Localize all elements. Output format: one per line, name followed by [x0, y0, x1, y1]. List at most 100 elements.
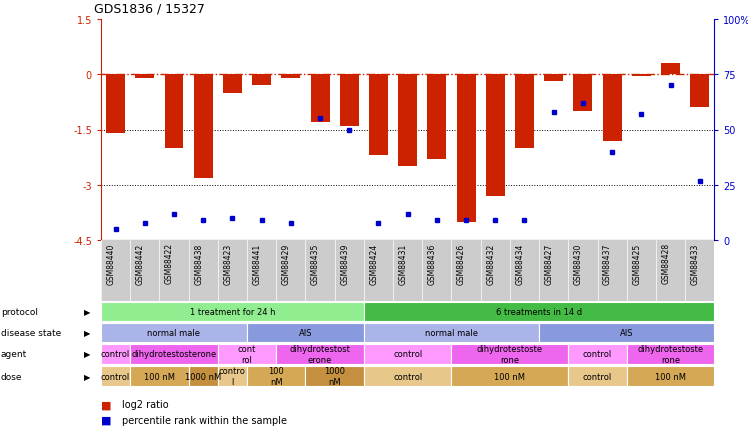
- Text: protocol: protocol: [1, 307, 37, 316]
- Text: ▶: ▶: [85, 372, 91, 381]
- Text: normal male: normal male: [425, 328, 478, 337]
- Text: AIS: AIS: [298, 328, 312, 337]
- Bar: [545, 75, 563, 82]
- Bar: [364, 302, 714, 321]
- Text: dihydrotestosterone: dihydrotestosterone: [132, 350, 217, 358]
- Bar: [101, 344, 130, 365]
- Text: GSM88436: GSM88436: [428, 243, 437, 284]
- Bar: [101, 323, 247, 342]
- Bar: [252, 75, 271, 86]
- Text: ▶: ▶: [85, 350, 91, 358]
- Text: GSM88434: GSM88434: [515, 243, 524, 284]
- Bar: [568, 344, 627, 365]
- Text: ▶: ▶: [85, 307, 91, 316]
- Text: 100 nM: 100 nM: [144, 372, 175, 381]
- Text: ■: ■: [101, 415, 111, 425]
- Text: cont
rol: cont rol: [238, 345, 257, 364]
- Bar: [485, 75, 505, 197]
- Bar: [369, 75, 388, 156]
- Bar: [568, 366, 627, 386]
- Bar: [218, 344, 276, 365]
- Text: GSM88433: GSM88433: [690, 243, 699, 284]
- Bar: [627, 344, 714, 365]
- Text: percentile rank within the sample: percentile rank within the sample: [122, 415, 287, 425]
- Text: GSM88423: GSM88423: [224, 243, 233, 284]
- Text: 100 nM: 100 nM: [655, 372, 686, 381]
- Bar: [281, 75, 300, 79]
- Text: 6 treatments in 14 d: 6 treatments in 14 d: [496, 307, 582, 316]
- Text: dihydrotestost
erone: dihydrotestost erone: [289, 345, 351, 364]
- Text: 100 nM: 100 nM: [494, 372, 525, 381]
- Text: control: control: [101, 372, 130, 381]
- Text: GSM88429: GSM88429: [282, 243, 291, 284]
- Text: dihydrotestoste
rone: dihydrotestoste rone: [637, 345, 704, 364]
- Text: control: control: [583, 372, 612, 381]
- Text: ▶: ▶: [85, 328, 91, 337]
- Bar: [456, 75, 476, 222]
- Text: GSM88438: GSM88438: [194, 243, 203, 284]
- Text: GSM88422: GSM88422: [165, 243, 174, 284]
- Bar: [603, 75, 622, 141]
- Bar: [223, 75, 242, 93]
- Bar: [661, 64, 680, 75]
- Bar: [135, 75, 154, 79]
- Text: 1 treatment for 24 h: 1 treatment for 24 h: [190, 307, 275, 316]
- Text: 1000 nM: 1000 nM: [185, 372, 221, 381]
- Bar: [310, 75, 330, 123]
- Text: GDS1836 / 15327: GDS1836 / 15327: [94, 2, 204, 15]
- Bar: [364, 366, 452, 386]
- Text: control: control: [101, 350, 130, 358]
- Bar: [364, 323, 539, 342]
- Bar: [188, 366, 218, 386]
- Text: agent: agent: [1, 350, 27, 358]
- Text: control: control: [393, 372, 423, 381]
- Bar: [632, 75, 651, 77]
- Text: 1000
nM: 1000 nM: [324, 367, 345, 386]
- Bar: [364, 344, 452, 365]
- Bar: [340, 75, 359, 126]
- Bar: [305, 366, 364, 386]
- Text: GSM88430: GSM88430: [574, 243, 583, 284]
- Text: dihydrotestoste
rone: dihydrotestoste rone: [476, 345, 543, 364]
- Text: GSM88439: GSM88439: [340, 243, 349, 284]
- Text: GSM88426: GSM88426: [457, 243, 466, 284]
- Text: GSM88431: GSM88431: [399, 243, 408, 284]
- Text: contro
l: contro l: [219, 367, 246, 386]
- Bar: [398, 75, 417, 167]
- Bar: [247, 323, 364, 342]
- Text: normal male: normal male: [147, 328, 200, 337]
- Bar: [276, 344, 364, 365]
- Bar: [194, 75, 212, 178]
- Text: GSM88424: GSM88424: [370, 243, 378, 284]
- Bar: [452, 366, 568, 386]
- Text: control: control: [393, 350, 423, 358]
- Bar: [247, 366, 305, 386]
- Text: 100
nM: 100 nM: [269, 367, 284, 386]
- Text: dose: dose: [1, 372, 22, 381]
- Text: log2 ratio: log2 ratio: [122, 400, 168, 409]
- Bar: [574, 75, 592, 112]
- Text: GSM88440: GSM88440: [106, 243, 116, 284]
- Bar: [690, 75, 709, 108]
- Bar: [218, 366, 247, 386]
- Text: control: control: [583, 350, 612, 358]
- Bar: [101, 302, 364, 321]
- Text: GSM88432: GSM88432: [486, 243, 495, 284]
- Bar: [106, 75, 125, 134]
- Bar: [130, 344, 218, 365]
- Bar: [515, 75, 534, 148]
- Bar: [101, 366, 130, 386]
- Text: GSM88425: GSM88425: [632, 243, 641, 284]
- Text: AIS: AIS: [620, 328, 634, 337]
- Bar: [452, 344, 568, 365]
- Text: GSM88437: GSM88437: [603, 243, 612, 284]
- Text: ■: ■: [101, 400, 111, 409]
- Bar: [539, 323, 714, 342]
- Bar: [627, 366, 714, 386]
- Text: GSM88428: GSM88428: [661, 243, 670, 284]
- Bar: [130, 366, 188, 386]
- Bar: [165, 75, 183, 148]
- Text: GSM88442: GSM88442: [136, 243, 145, 284]
- Text: GSM88427: GSM88427: [545, 243, 554, 284]
- Text: GSM88441: GSM88441: [253, 243, 262, 284]
